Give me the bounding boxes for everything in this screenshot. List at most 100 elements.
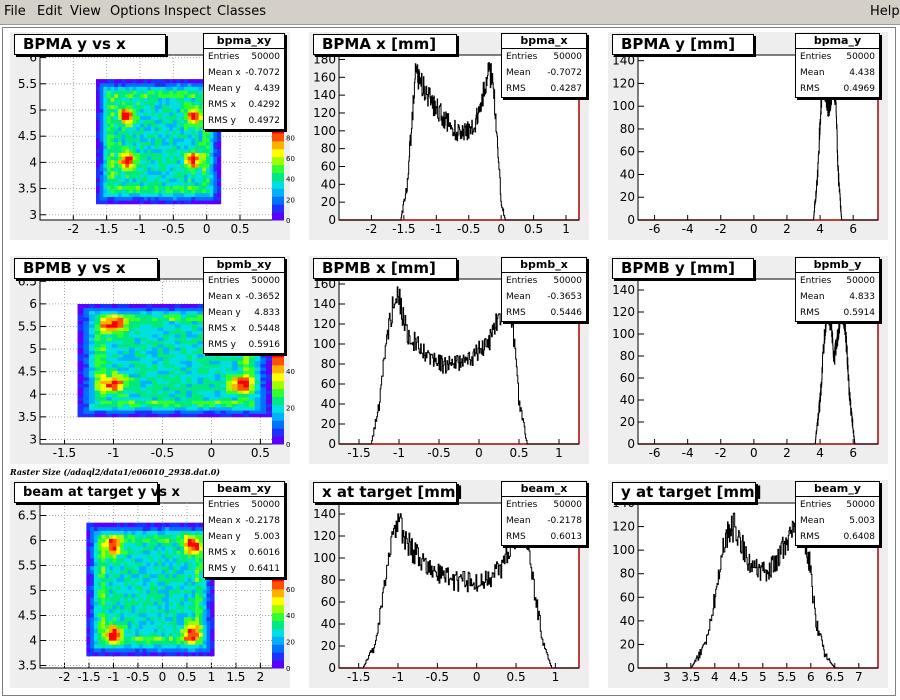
heatmap-cell [107, 112, 112, 117]
pad-bpma_y[interactable]: -6 -4 -2 0 2 4 6 0 20 40 60 80 100 120 140 BPMA y [mm] b… [608, 32, 888, 240]
heatmap-cell [157, 393, 164, 398]
heatmap-cell [243, 360, 250, 365]
heatmap-cell [121, 86, 126, 91]
heatmap-cell [195, 577, 200, 582]
heatmap-cell [168, 363, 176, 368]
heatmap-cell [169, 141, 174, 146]
heatmap-cell [157, 648, 162, 653]
heatmap-cell [168, 373, 176, 378]
pad-bpmb_y[interactable]: -6 -4 -2 0 2 4 6 0 20 40 60 80 100 120 140 BPMB y [mm] b… [608, 256, 888, 464]
menu-help[interactable]: Help [870, 4, 900, 19]
heatmap-cell [147, 167, 152, 172]
heatmap-cell [220, 400, 227, 404]
heatmap-cell [121, 181, 126, 186]
heatmap-cell [146, 597, 151, 602]
x-tick-label: -1.5 [95, 222, 118, 236]
heatmap-cell [243, 383, 250, 388]
heatmap-cell [151, 307, 159, 312]
heatmap-cell [123, 604, 129, 610]
menu-view[interactable]: View [70, 4, 101, 19]
heatmap-cell [83, 400, 90, 404]
heatmap-cell [128, 357, 136, 361]
heatmap-cell [114, 130, 119, 135]
heatmap-cell [169, 192, 174, 197]
heatmap-cell [206, 196, 211, 201]
heatmap-cell [184, 651, 189, 657]
heatmap-cell [96, 137, 101, 142]
pad-beam_xy[interactable]: -2 -1.5 -1 -0.5 0 0.5 1 1.5 2 3.5 4 4.5 5 5.5 6 6.5 0 20 4… [10, 480, 295, 688]
heatmap-cell [118, 104, 123, 109]
heatmap-cell [99, 152, 104, 157]
pad-bpma_x[interactable]: -2 -1.5 -1 -0.5 0 0.5 1 0 20 40 60 80 100 120 140 160 18… [309, 32, 589, 240]
heatmap-cell [206, 585, 211, 590]
heatmap-cell [151, 393, 159, 398]
heatmap-cell [131, 624, 136, 629]
heatmap-cell [147, 181, 152, 186]
heatmap-cell [187, 581, 193, 586]
heatmap-cell [114, 101, 119, 106]
heatmap-cell [140, 134, 145, 139]
heatmap-cell [127, 538, 132, 543]
heatmap-cell [197, 410, 204, 414]
heatmap-cell [254, 363, 261, 368]
heatmap-cell [118, 123, 123, 128]
heatmap-cell [202, 628, 208, 633]
heatmap-cell [147, 145, 152, 150]
x-tick-label: -1.5 [53, 446, 76, 460]
heatmap-cell [169, 170, 174, 175]
heatmap-cell [191, 573, 196, 578]
menu-inspect[interactable]: Inspect [164, 4, 212, 19]
menu-file[interactable]: File [4, 4, 26, 19]
heatmap-cell [136, 130, 141, 135]
heatmap-cell [191, 130, 196, 135]
pad-bpma_xy[interactable]: -2 -1.5 -1 -0.5 0 0.5 3 3.5 4 4.5 5 5.5 6 0 20 40 60 80 BP… [10, 32, 295, 240]
heatmap-cell [151, 383, 159, 388]
heatmap-cell [214, 403, 221, 408]
heatmap-cell [198, 119, 203, 124]
heatmap-cell [150, 554, 155, 559]
heatmap-cell [202, 130, 207, 135]
pad-beam_y[interactable]: 3 3.5 4 4.5 5 5.5 6 6.5 7 0 20 40 60 80 100 120 140 y at … [608, 480, 888, 688]
heatmap-cell [173, 115, 178, 120]
heatmap-cell [206, 148, 211, 153]
heatmap-cell [142, 573, 147, 578]
heatmap-cell [161, 597, 166, 602]
heatmap-cell [163, 323, 170, 328]
pad-bpmb_xy[interactable]: -1.5 -1 -0.5 0 0.5 3 3.5 4 4.5 5 5.5 6 6.5 0 20 40 BPMB … [10, 256, 295, 464]
heatmap-cell [158, 174, 163, 179]
heatmap-cell [108, 534, 114, 539]
heatmap-cell [213, 163, 218, 168]
pad-beam_x[interactable]: -1.5 -1 -0.5 0 0.5 1 0 20 40 60 80 100 120 140 x at ta… [309, 480, 589, 688]
heatmap-cell [174, 317, 181, 322]
heatmap-cell [209, 196, 214, 201]
heatmap-cell [134, 330, 141, 335]
menu-edit[interactable]: Edit [37, 4, 63, 19]
heatmap-cell [214, 386, 221, 391]
x-tick-label: -1 [393, 446, 405, 460]
menu-options[interactable]: Options [110, 4, 161, 19]
x-tick-label: -1 [134, 222, 146, 236]
heatmap-cell [105, 640, 110, 645]
menu-classes[interactable]: Classes [217, 4, 266, 19]
heatmap-cell [165, 648, 170, 653]
heatmap-cell [127, 589, 132, 594]
pad-bpmb_x[interactable]: -1.5 -1 -0.5 0 0.5 1 0 20 40 60 80 100 120 140 160 BPMB… [309, 256, 589, 464]
heatmap-cell [123, 406, 130, 411]
heatmap-cell [237, 353, 244, 358]
heatmap-cell [186, 304, 193, 308]
heatmap-cell [161, 573, 166, 578]
heatmap-cell [176, 612, 181, 618]
heatmap-cell [146, 526, 151, 531]
heatmap-cell [165, 170, 170, 175]
stats-row: Mean 5.003 [796, 513, 879, 529]
heatmap-cell [153, 620, 159, 625]
heatmap-cell [153, 640, 159, 645]
heatmap-cell [187, 159, 192, 164]
heatmap-cell [140, 383, 147, 388]
heatmap-cell [127, 620, 132, 625]
heatmap-cell [191, 200, 196, 205]
heatmap-cell [157, 557, 162, 563]
heatmap-cell [121, 185, 126, 190]
heatmap-cell [195, 145, 200, 150]
heatmap-cell [176, 636, 181, 641]
